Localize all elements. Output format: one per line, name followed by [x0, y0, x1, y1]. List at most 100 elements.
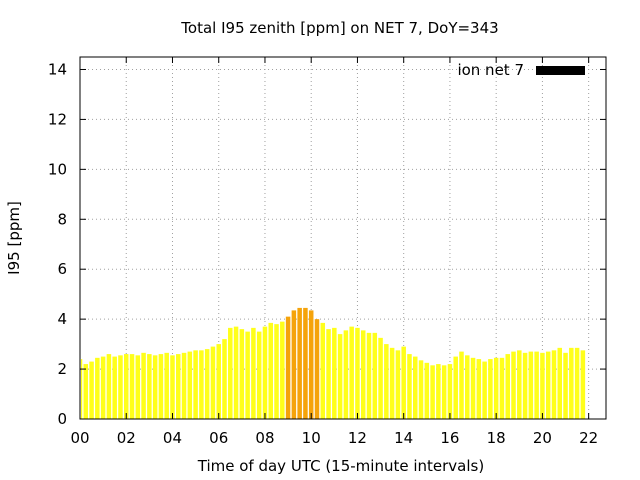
bar: [505, 354, 510, 419]
bar: [563, 352, 568, 419]
bar: [135, 355, 141, 419]
bar: [222, 339, 227, 419]
bar: [95, 357, 100, 419]
bar: [511, 351, 516, 419]
x-axis-label: Time of day UTC (15-minute intervals): [197, 457, 484, 475]
x-tick-label: 08: [255, 429, 274, 447]
bar: [540, 352, 545, 419]
bar: [522, 352, 528, 419]
y-tick-label: 6: [57, 260, 67, 278]
bars: [81, 307, 586, 419]
bar: [285, 316, 291, 419]
bar: [378, 337, 383, 419]
bar: [158, 354, 164, 419]
bar: [262, 326, 268, 419]
bar: [343, 330, 349, 419]
bar: [204, 349, 210, 419]
legend-label: ion net 7: [457, 61, 524, 79]
bar: [245, 331, 250, 419]
y-tick-label: 8: [57, 210, 67, 228]
y-axis-label: I95 [ppm]: [5, 201, 23, 275]
bar: [517, 350, 522, 419]
bar: [453, 356, 458, 419]
x-tick-label: 04: [163, 429, 182, 447]
bar: [447, 364, 453, 419]
bar: [493, 357, 499, 419]
bar: [106, 354, 112, 419]
bar: [436, 364, 441, 419]
bar: [308, 310, 314, 419]
bar: [412, 356, 418, 419]
x-tick-label: 00: [70, 429, 89, 447]
bar: [228, 327, 233, 419]
y-tick-labels: 0 2 4 6 8 10 12 14: [48, 60, 67, 428]
bar: [233, 326, 239, 419]
bar: [274, 324, 279, 419]
axis-ticks: [79, 57, 606, 420]
bar: [470, 357, 476, 419]
bar: [176, 354, 181, 419]
bar: [297, 307, 302, 419]
bar: [401, 346, 406, 419]
bar: [488, 359, 493, 419]
bar: [389, 347, 395, 419]
bar: [152, 355, 158, 419]
bar: [256, 331, 262, 419]
bar: [418, 360, 424, 419]
bar: [112, 356, 117, 419]
bar: [372, 332, 378, 419]
y-tick-label: 12: [48, 110, 67, 128]
bar: [441, 365, 447, 419]
bar: [395, 350, 401, 419]
bar: [239, 329, 245, 419]
x-tick-label: 02: [117, 429, 136, 447]
legend-swatch: [536, 66, 585, 75]
bar: [280, 321, 285, 419]
bar: [332, 327, 337, 419]
bar: [366, 332, 372, 419]
bar: [129, 354, 135, 419]
x-tick-label: 06: [209, 429, 228, 447]
x-tick-label: 10: [302, 429, 321, 447]
bar: [569, 347, 574, 419]
bar: [557, 347, 563, 419]
bar: [430, 365, 435, 419]
plot-frame: [79, 56, 607, 420]
y-tick-label: 0: [57, 410, 67, 428]
bar: [216, 344, 221, 419]
x-tick-label: 16: [440, 429, 459, 447]
bar: [141, 352, 146, 419]
bar: [170, 355, 175, 419]
bar: [320, 322, 326, 419]
bar: [303, 307, 308, 419]
x-tick-labels: 00 02 04 06 08 10 12 14 16 18 20 22: [70, 429, 598, 447]
y-tick-label: 2: [57, 360, 67, 378]
bar: [123, 354, 129, 419]
legend: ion net 7: [457, 61, 585, 79]
bar: [291, 310, 297, 419]
bar: [580, 350, 586, 419]
y-tick-label: 14: [48, 60, 67, 78]
x-tick-label: 12: [348, 429, 367, 447]
bar: [551, 350, 557, 419]
bar: [528, 351, 534, 419]
bar: [337, 334, 343, 419]
bar: [476, 359, 482, 419]
bar: [118, 355, 123, 419]
bar: [545, 351, 551, 419]
bar: [187, 351, 193, 419]
bar: [100, 356, 106, 419]
bar: [164, 352, 169, 419]
bar: [193, 350, 198, 419]
chart-title: Total I95 zenith [ppm] on NET 7, DoY=343: [180, 19, 498, 37]
bar: [326, 329, 331, 419]
bar: [349, 326, 354, 419]
bar: [81, 359, 83, 419]
bar: [499, 357, 505, 419]
x-tick-label: 20: [533, 429, 552, 447]
bar: [407, 354, 412, 419]
bar: [384, 344, 389, 419]
bar: [534, 351, 539, 419]
grid: [80, 57, 606, 419]
x-tick-label: 14: [394, 429, 413, 447]
